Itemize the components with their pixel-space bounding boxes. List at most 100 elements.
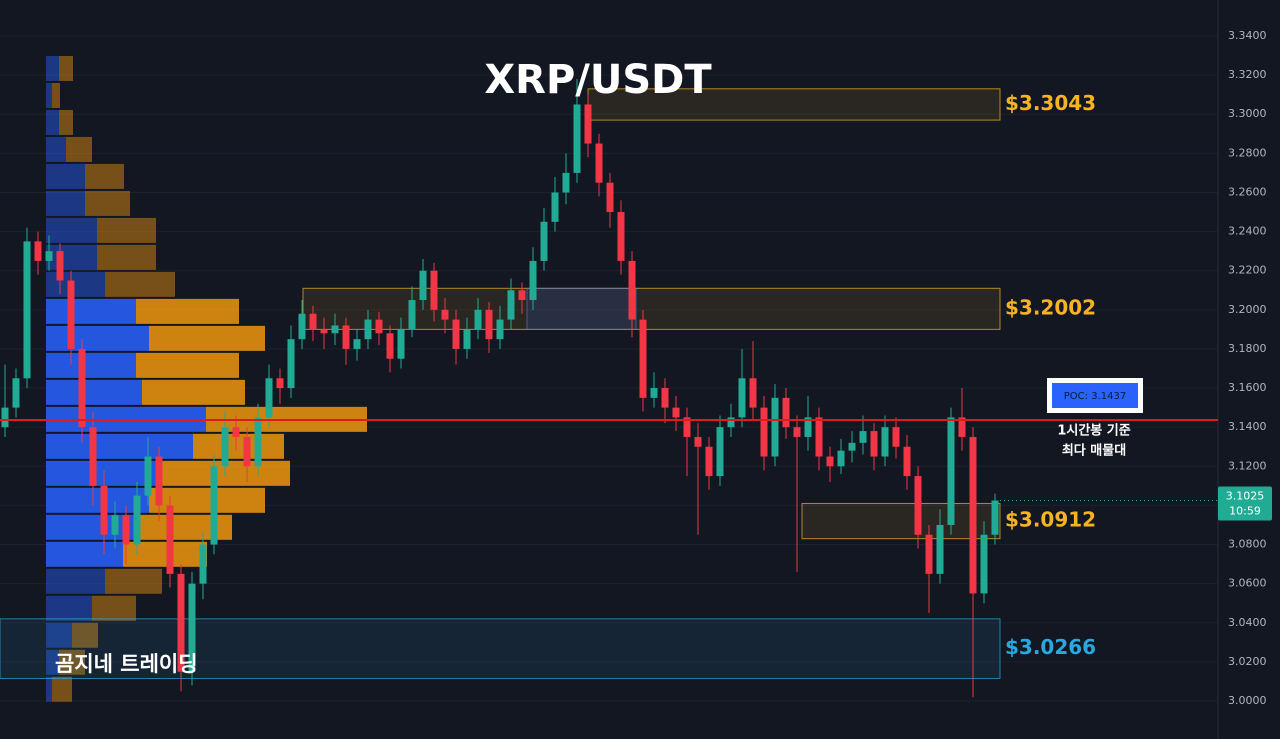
candle-body	[155, 456, 163, 506]
profile-sell	[123, 541, 207, 567]
profile-sell	[149, 325, 265, 351]
candle-body	[232, 427, 240, 437]
candle-body	[672, 407, 680, 418]
candle-body	[947, 417, 955, 525]
candle-body	[463, 329, 471, 349]
candle-body	[551, 192, 559, 222]
profile-sell	[59, 109, 73, 135]
candle-body	[650, 388, 658, 398]
candle-body	[89, 427, 97, 486]
candle-body	[925, 534, 933, 574]
candle-body	[716, 427, 724, 477]
candle-body	[694, 436, 702, 447]
profile-buy	[46, 55, 59, 81]
profile-buy	[46, 325, 149, 351]
poc-label: POC: 3.1437	[1064, 391, 1126, 402]
candle-body	[45, 251, 53, 261]
candle-body	[639, 319, 647, 398]
candle-body	[12, 378, 20, 408]
zone-label: $3.0266	[1005, 635, 1096, 659]
candle-body	[826, 456, 834, 467]
profile-sell	[52, 82, 60, 108]
candle-body	[298, 313, 306, 340]
candle-body	[111, 515, 119, 535]
profile-buy	[46, 352, 136, 378]
candle-body	[331, 325, 339, 334]
candle-body	[628, 260, 636, 320]
profile-buy	[46, 595, 92, 621]
candle-body	[595, 143, 603, 183]
y-tick-label: 3.0600	[1228, 577, 1267, 590]
watermark: 곰지네 트레이딩	[55, 652, 198, 676]
candle-body	[408, 300, 416, 330]
candle-body	[507, 290, 515, 320]
y-tick-label: 3.0400	[1228, 616, 1267, 629]
y-tick-label: 3.3000	[1228, 107, 1267, 120]
profile-buy	[46, 514, 136, 540]
candle-body	[276, 378, 284, 389]
candle-body	[243, 436, 251, 467]
candle-body	[221, 427, 229, 467]
profile-sell	[66, 136, 92, 162]
candle-body	[980, 534, 988, 594]
candle-body	[166, 505, 174, 574]
candle-body	[683, 417, 691, 437]
candle-body	[815, 417, 823, 457]
profile-sell	[52, 676, 72, 702]
zone-label: $3.3043	[1005, 91, 1096, 115]
candle-body	[606, 182, 614, 213]
profile-sell	[85, 163, 124, 189]
candle-body	[727, 417, 735, 428]
candle-body	[771, 397, 779, 457]
profile-sell	[136, 298, 239, 324]
candle-body	[199, 544, 207, 584]
candle-body	[903, 446, 911, 477]
candle-body	[881, 427, 889, 457]
poc-box	[1052, 383, 1138, 408]
candle-body	[133, 495, 141, 545]
profile-buy	[46, 109, 59, 135]
y-tick-label: 3.1200	[1228, 459, 1267, 472]
candle-body	[518, 290, 526, 301]
candle-body	[892, 427, 900, 447]
candle-body	[265, 378, 273, 418]
candle-body	[991, 500, 999, 535]
poc-note: 최다 매물대	[1062, 443, 1126, 459]
profile-buy	[46, 676, 52, 702]
candle-body	[188, 583, 196, 672]
candle-body	[441, 309, 449, 320]
candle-body	[793, 427, 801, 437]
candle-body	[386, 333, 394, 359]
profile-buy	[46, 379, 142, 405]
profile-sell	[105, 568, 162, 594]
candle-body	[1, 407, 9, 428]
profile-buy	[46, 298, 136, 324]
profile-sell	[105, 271, 175, 297]
candle-body	[749, 378, 757, 408]
y-tick-label: 3.2200	[1228, 264, 1267, 277]
candle-body	[914, 476, 922, 535]
candle-body	[969, 436, 977, 594]
profile-sell	[92, 595, 136, 621]
y-tick-label: 3.3400	[1228, 29, 1267, 42]
profile-sell	[193, 433, 284, 459]
profile-sell	[136, 352, 239, 378]
zone-label: $3.2002	[1005, 295, 1096, 319]
candle-body	[848, 442, 856, 451]
candle-body	[804, 417, 812, 437]
candle-body	[584, 104, 592, 144]
candle-body	[430, 270, 438, 310]
profile-sell	[85, 190, 130, 216]
profile-sell	[59, 649, 85, 675]
price-zone	[587, 88, 1001, 121]
candle-body	[859, 431, 867, 443]
profile-sell	[97, 244, 156, 270]
price-zone	[801, 502, 1001, 540]
candle-body	[100, 485, 108, 535]
last-price-tag	[1218, 486, 1272, 521]
candle-body	[56, 251, 64, 281]
candle-body	[320, 329, 328, 334]
last-price-label: 3.1025	[1226, 490, 1265, 503]
